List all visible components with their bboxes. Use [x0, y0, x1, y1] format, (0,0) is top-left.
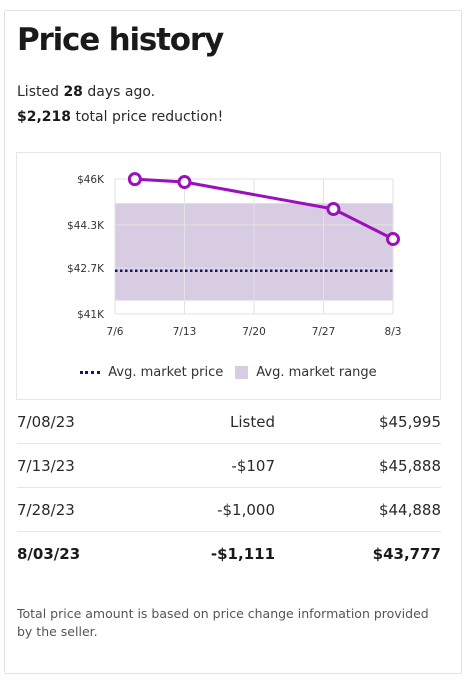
x-tick-label: 7/20	[242, 326, 266, 338]
y-tick-label: $41K	[77, 309, 105, 321]
legend-label-avg-price: Avg. market price	[108, 364, 224, 380]
avg-market-range-swatch	[235, 365, 249, 379]
x-tick-label: 7/6	[107, 326, 124, 338]
table-row: 7/28/23 -$1,000 $44,888	[17, 488, 441, 532]
price-point	[177, 175, 192, 190]
row-date: 8/03/23	[17, 545, 81, 563]
row-price: $43,777	[372, 545, 441, 563]
reduction-amount: $2,218	[17, 109, 72, 125]
row-price: $45,888	[378, 457, 441, 475]
avg-market-price-swatch	[80, 370, 101, 374]
price-point	[127, 172, 142, 187]
y-tick-label: $46K	[77, 174, 105, 186]
footnote: Total price amount is based on price cha…	[17, 606, 429, 639]
chart-legend: Avg. market price Avg. market range	[17, 360, 440, 384]
row-date: 7/28/23	[17, 501, 75, 519]
table-row: 7/08/23 Listed $45,995	[17, 400, 441, 444]
row-price: $45,995	[378, 413, 441, 431]
row-change: Listed	[230, 413, 275, 431]
y-tick-label: $44.3K	[67, 220, 105, 232]
x-tick-label: 7/27	[312, 326, 336, 338]
legend-label-avg-range: Avg. market range	[256, 364, 377, 380]
price-point	[326, 202, 341, 217]
table-row: 8/03/23 -$1,111 $43,777	[17, 532, 441, 576]
listed-days: 28	[63, 84, 83, 100]
row-change: -$1,000	[217, 501, 275, 519]
row-date: 7/13/23	[17, 457, 75, 475]
reduction-summary: $2,218 total price reduction!	[17, 109, 223, 125]
listed-suffix: days ago.	[82, 84, 156, 100]
table-row: 7/13/23 -$107 $45,888	[17, 444, 441, 488]
y-tick-label: $42.7K	[67, 263, 105, 275]
page-title: Price history	[17, 22, 224, 58]
price-chart: $46K $44.3K $42.7K $41K 7/6 7/13 7/20 7/27 8/3 A…	[16, 152, 441, 400]
x-tick-label: 8/3	[385, 326, 402, 338]
row-change: -$1,111	[210, 545, 275, 563]
listed-summary: Listed 28 days ago.	[17, 84, 155, 100]
legend-avg-market-price: Avg. market price	[80, 365, 223, 380]
row-price: $44,888	[378, 501, 441, 519]
row-date: 7/08/23	[17, 413, 75, 431]
listed-prefix: Listed	[17, 84, 64, 100]
row-change: -$107	[231, 457, 275, 475]
price-history-table: 7/08/23 Listed $45,995 7/13/23 -$107 $45…	[17, 400, 441, 576]
price-series-line	[134, 177, 394, 241]
legend-avg-market-range: Avg. market range	[235, 364, 377, 380]
x-tick-label: 7/13	[173, 326, 197, 338]
price-point	[386, 232, 400, 247]
reduction-suffix: total price reduction!	[71, 109, 224, 125]
